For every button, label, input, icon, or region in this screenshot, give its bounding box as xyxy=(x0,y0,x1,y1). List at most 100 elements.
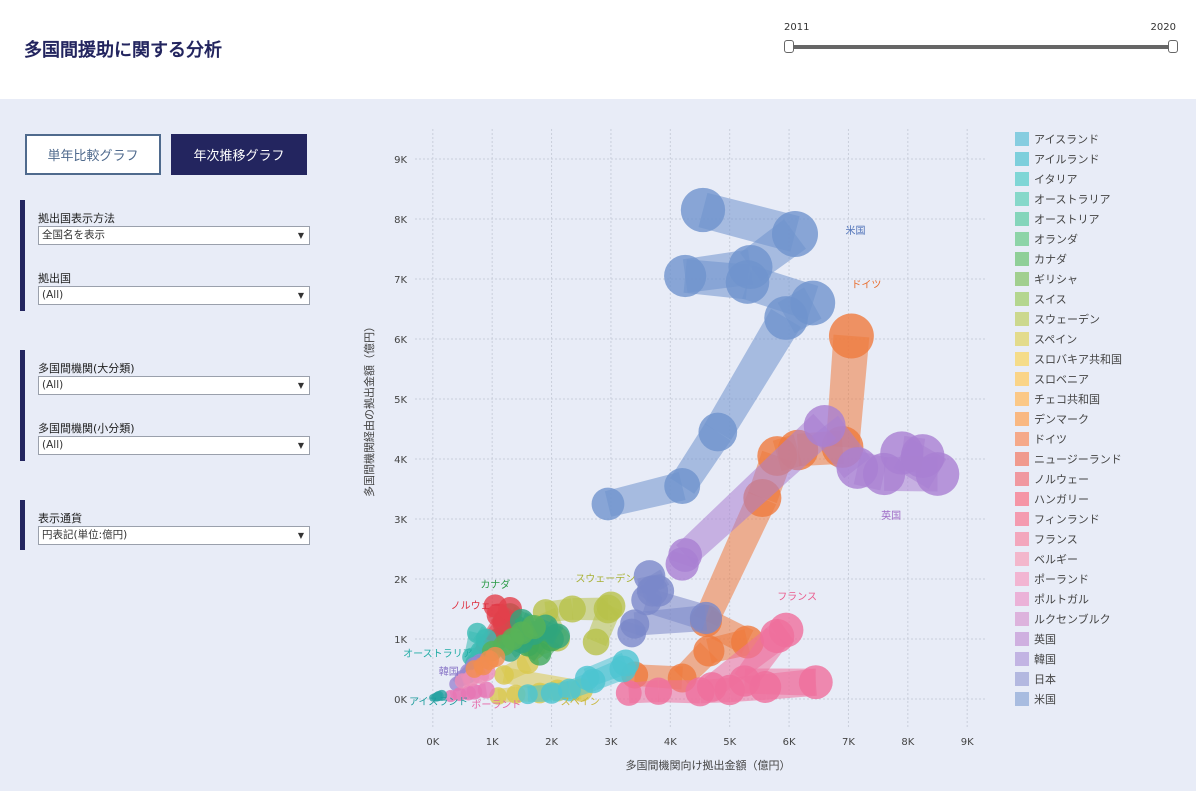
data-point xyxy=(798,665,833,700)
display-method-select[interactable]: 全国名を表示 ▼ xyxy=(38,226,310,245)
data-point xyxy=(436,689,448,701)
slider-track[interactable] xyxy=(788,45,1172,49)
legend-swatch xyxy=(1015,352,1029,366)
page-title: 多国間援助に関する分析 xyxy=(24,40,222,61)
x-tick-label: 7K xyxy=(842,737,855,748)
data-point xyxy=(693,635,725,667)
slider-max-label: 2020 xyxy=(1150,22,1176,33)
series xyxy=(444,681,495,703)
legend-swatch xyxy=(1015,452,1029,466)
legend-swatch xyxy=(1015,372,1029,386)
yearly-trend-chart-button[interactable]: 年次推移グラフ xyxy=(171,134,307,175)
y-tick-label: 6K xyxy=(394,335,407,346)
legend-swatch xyxy=(1015,332,1029,346)
data-point xyxy=(900,434,945,478)
org-major-select[interactable]: (All) ▼ xyxy=(38,376,310,395)
series xyxy=(617,560,723,648)
legend-swatch xyxy=(1015,672,1029,686)
country-label: ドイツ xyxy=(851,280,881,291)
data-point xyxy=(642,575,675,607)
slider-end-handle[interactable] xyxy=(1168,40,1178,53)
y-tick-label: 9K xyxy=(394,155,407,166)
data-point xyxy=(620,609,650,639)
legend-label: アイスランド xyxy=(1034,133,1099,146)
filter-group-bar xyxy=(20,350,25,461)
data-point xyxy=(680,187,726,233)
filter-label: 拠出国 xyxy=(38,272,71,285)
series-trail-segment xyxy=(704,309,802,440)
legend-label: ノルウェー xyxy=(1034,473,1089,486)
series xyxy=(615,612,833,707)
filter-currency: 表示通貨 円表記(単位:億円) ▼ xyxy=(38,512,310,545)
data-point xyxy=(828,313,874,359)
x-tick-label: 2K xyxy=(545,737,558,748)
legend-label: ギリシャ xyxy=(1034,273,1078,286)
data-point xyxy=(689,601,723,635)
org-minor-select[interactable]: (All) ▼ xyxy=(38,436,310,455)
slider-start-handle[interactable] xyxy=(784,40,794,53)
legend-label: スイス xyxy=(1034,293,1067,306)
filter-org-minor: 多国間機関(小分類) (All) ▼ xyxy=(38,422,310,455)
data-point xyxy=(664,468,701,504)
legend-swatch xyxy=(1015,412,1029,426)
data-point xyxy=(521,614,546,640)
chevron-down-icon: ▼ xyxy=(297,291,304,300)
header: 多国間援助に関する分析 2011 2020 xyxy=(0,0,1196,99)
legend-swatch xyxy=(1015,132,1029,146)
data-point xyxy=(612,649,640,677)
slider-min-label: 2011 xyxy=(784,22,810,33)
filter-org-major: 多国間機関(大分類) (All) ▼ xyxy=(38,362,310,395)
series xyxy=(665,405,960,581)
currency-select[interactable]: 円表記(単位:億円) ▼ xyxy=(38,526,310,545)
data-point xyxy=(644,677,673,705)
legend-label: カナダ xyxy=(1034,252,1067,266)
filter-label: 多国間機関(小分類) xyxy=(38,422,135,435)
x-tick-label: 5K xyxy=(723,737,736,748)
legend-swatch xyxy=(1015,312,1029,326)
data-point xyxy=(790,280,836,326)
data-point xyxy=(582,628,610,656)
scatter-chart: 米国ドイツ英国フランススウェーデンカナダノルウェーオーストラリア韓国アイスランド… xyxy=(362,129,1122,772)
country-label: ポーランド xyxy=(471,699,521,711)
single-year-chart-button[interactable]: 単年比較グラフ xyxy=(25,134,161,175)
filter-country: 拠出国 (All) ▼ xyxy=(38,272,310,305)
legend-swatch xyxy=(1015,532,1029,546)
series-trail-segment xyxy=(675,413,837,565)
legend-swatch xyxy=(1015,492,1029,506)
data-point xyxy=(771,210,819,258)
legend-label: オーストリア xyxy=(1034,213,1099,226)
select-value: (All) xyxy=(42,379,64,391)
legend-label: チェコ共和国 xyxy=(1034,393,1100,406)
country-label: スペイン xyxy=(560,697,599,708)
legend-label: スロベニア xyxy=(1034,373,1089,386)
legend-label: オランダ xyxy=(1034,232,1078,246)
legend-swatch xyxy=(1015,432,1029,446)
legend-label: ニュージーランド xyxy=(1034,453,1122,466)
legend-swatch xyxy=(1015,632,1029,646)
year-range-slider[interactable]: 2011 2020 xyxy=(780,18,1180,58)
data-point xyxy=(591,487,625,521)
data-point xyxy=(544,623,571,649)
series-layer xyxy=(429,187,960,707)
chevron-down-icon: ▼ xyxy=(297,381,304,390)
chevron-down-icon: ▼ xyxy=(297,531,304,540)
y-tick-label: 1K xyxy=(394,635,407,646)
legend-swatch xyxy=(1015,592,1029,606)
series xyxy=(465,646,506,678)
legend-label: 英国 xyxy=(1034,632,1056,646)
legend-swatch xyxy=(1015,392,1029,406)
country-label: ノルウェー xyxy=(451,600,501,612)
country-label: 米国 xyxy=(845,224,865,237)
x-tick-label: 0K xyxy=(426,737,439,748)
country-label: 英国 xyxy=(881,509,901,522)
y-tick-label: 7K xyxy=(394,275,407,286)
country-select[interactable]: (All) ▼ xyxy=(38,286,310,305)
x-tick-label: 4K xyxy=(664,737,677,748)
filter-display-method: 拠出国表示方法 全国名を表示 ▼ xyxy=(38,212,310,245)
data-point xyxy=(803,405,846,447)
filter-group-organization: 多国間機関(大分類) (All) ▼ 多国間機関(小分類) (All) ▼ xyxy=(20,350,320,461)
legend-label: ドイツ xyxy=(1034,433,1067,446)
filter-group-currency: 表示通貨 円表記(単位:億円) ▼ xyxy=(20,500,320,550)
legend-label: 日本 xyxy=(1034,672,1056,686)
